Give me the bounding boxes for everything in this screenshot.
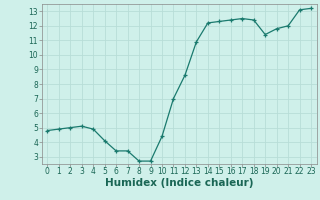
X-axis label: Humidex (Indice chaleur): Humidex (Indice chaleur)	[105, 178, 253, 188]
